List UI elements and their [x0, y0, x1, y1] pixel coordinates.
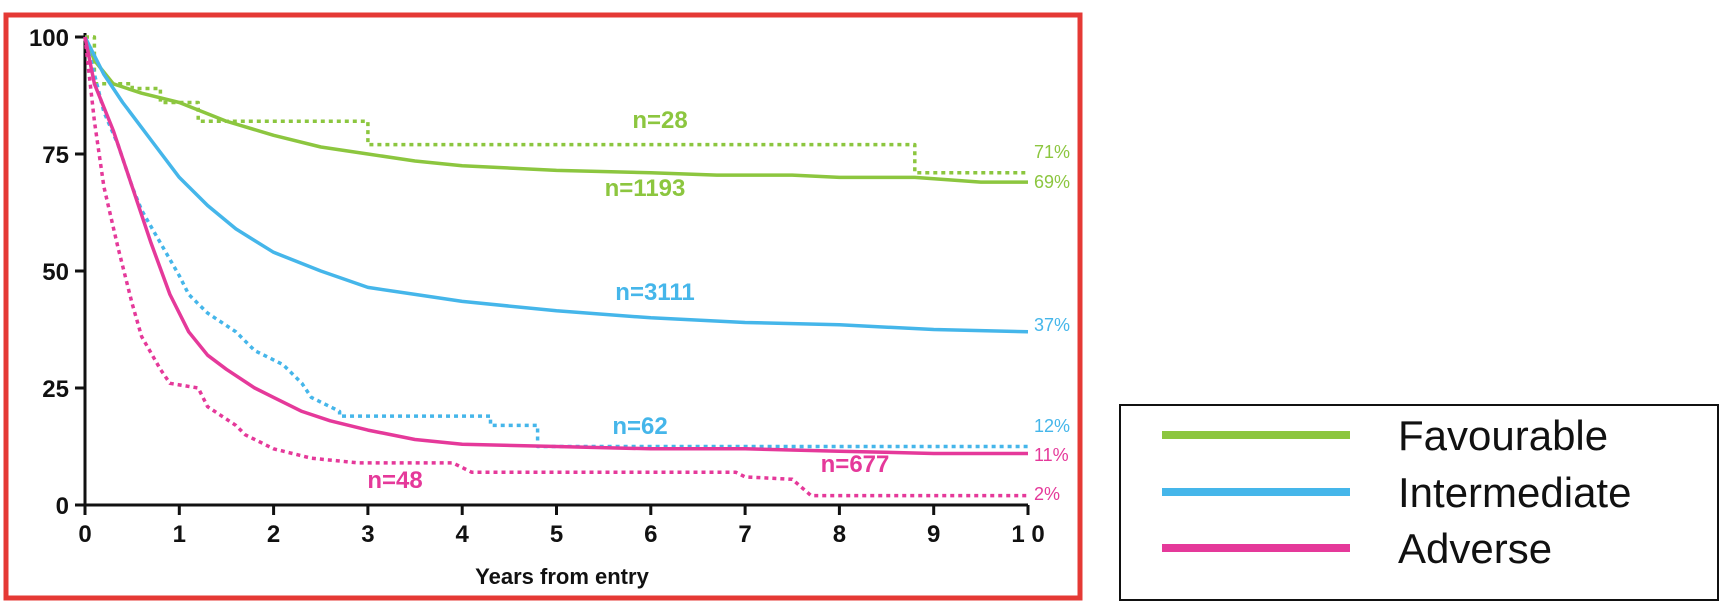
y-tick-label: 75	[42, 142, 69, 169]
y-tick-label: 50	[42, 259, 69, 286]
x-tick-label: 1 0	[1011, 521, 1044, 548]
legend-label: Favourable	[1398, 412, 1608, 459]
x-tick-label: 0	[78, 521, 91, 548]
y-tick-label: 25	[42, 376, 69, 403]
series-end-percent: 69%	[1034, 172, 1070, 192]
x-tick-label: 1	[173, 521, 186, 548]
intermediate-dotted-line	[83, 36, 1028, 449]
series-count-label: n=677	[821, 451, 890, 478]
legend-label: Adverse	[1398, 525, 1552, 572]
series-layer	[83, 35, 1029, 498]
series-end-percent: 12%	[1034, 416, 1070, 436]
y-tick-label: 0	[56, 493, 69, 520]
favourable-dotted-line	[85, 35, 1028, 175]
series-end-percent: 37%	[1034, 315, 1070, 335]
intermediate-solid-line	[83, 36, 1029, 334]
x-tick-label: 2	[267, 521, 280, 548]
legend-label: Intermediate	[1398, 469, 1631, 516]
favourable-solid-line	[83, 36, 1028, 184]
labels-layer: n=1193 69% n=28 71% n=3111 37% n=62 12% n=677 11%…	[367, 107, 1070, 504]
x-tick-label: 8	[833, 521, 846, 548]
series-count-label: n=62	[612, 413, 667, 440]
series-count-label: n=3111	[615, 279, 694, 306]
x-tick-label: 3	[361, 521, 374, 548]
x-tick-label: 4	[456, 521, 470, 548]
x-axis-title: Years from entry	[475, 564, 649, 589]
x-tick-label: 7	[738, 521, 751, 548]
x-tick-label: 5	[550, 521, 563, 548]
chart-frame	[3, 12, 1083, 601]
legend: Favourable Intermediate Adverse	[1119, 404, 1719, 601]
series-count-label: n=48	[367, 467, 422, 494]
adverse-solid-line	[83, 36, 1028, 456]
series-end-percent: 71%	[1034, 142, 1070, 162]
adverse-dotted-line	[83, 36, 1028, 498]
series-end-percent: 2%	[1034, 484, 1060, 504]
x-tick-label: 9	[927, 521, 940, 548]
series-end-percent: 11%	[1034, 445, 1069, 465]
y-tick-label: 100	[29, 25, 69, 52]
series-count-label: n=1193	[605, 175, 686, 202]
series-count-label: n=28	[632, 107, 687, 134]
x-tick-label: 6	[644, 521, 657, 548]
